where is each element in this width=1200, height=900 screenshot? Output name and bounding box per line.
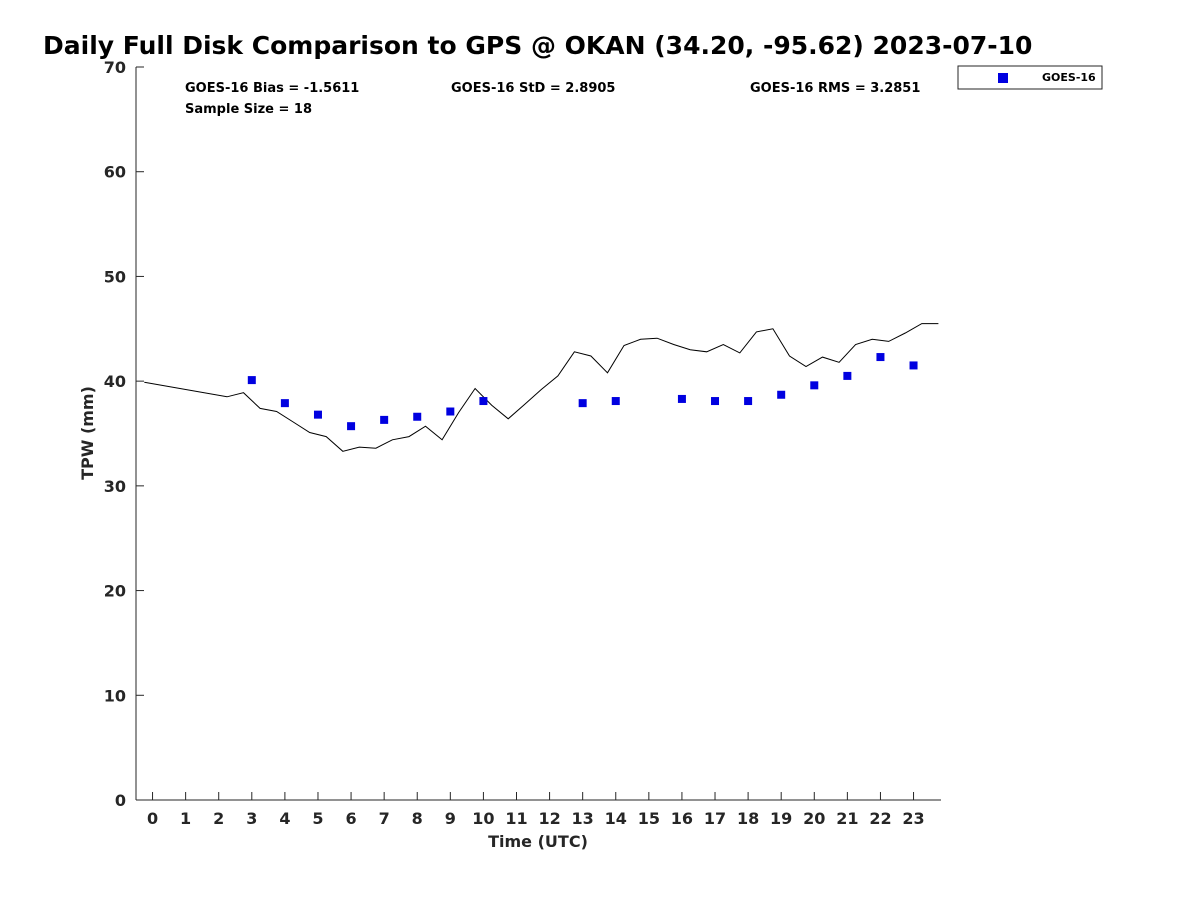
goes-16-point xyxy=(413,412,422,421)
x-tick-label: 10 xyxy=(472,809,494,828)
gps-series xyxy=(144,323,939,452)
std-stat: GOES-16 StD = 2.8905 xyxy=(451,81,615,96)
y-tick-label: 0 xyxy=(115,791,126,810)
y-tick-label: 40 xyxy=(104,372,126,391)
x-tick-label: 18 xyxy=(737,809,759,828)
gps-line xyxy=(144,323,939,452)
legend-marker-goes-16 xyxy=(998,73,1008,83)
y-tick-label: 60 xyxy=(104,163,126,182)
goes-16-point xyxy=(909,361,918,370)
goes-16-point xyxy=(479,397,488,406)
x-tick-label: 22 xyxy=(869,809,891,828)
legend: GOES-16 xyxy=(957,65,1103,90)
chart-title: Daily Full Disk Comparison to GPS @ OKAN… xyxy=(43,31,1032,60)
goes-16-point xyxy=(711,397,720,406)
axes xyxy=(135,67,941,801)
y-ticks: 0 10 20 30 40 50 60 70 xyxy=(104,58,144,810)
goes-16-point xyxy=(247,376,256,385)
goes-16-point xyxy=(347,422,356,431)
x-tick-label: 5 xyxy=(312,809,323,828)
x-axis-label: Time (UTC) xyxy=(488,832,588,851)
x-tick-label: 20 xyxy=(803,809,825,828)
goes-16-series xyxy=(247,353,918,431)
x-tick-label: 12 xyxy=(538,809,560,828)
sample-size-stat: Sample Size = 18 xyxy=(185,102,312,117)
x-tick-label: 11 xyxy=(505,809,527,828)
goes-16-point xyxy=(810,381,819,390)
legend-label-goes-16: GOES-16 xyxy=(1042,71,1096,84)
bias-stat: GOES-16 Bias = -1.5611 xyxy=(185,81,359,96)
goes-16-point xyxy=(677,394,686,403)
x-tick-label: 2 xyxy=(213,809,224,828)
x-tick-label: 19 xyxy=(770,809,792,828)
x-tick-label: 3 xyxy=(246,809,257,828)
x-tick-label: 23 xyxy=(902,809,924,828)
goes-16-point xyxy=(446,407,455,416)
x-tick-label: 6 xyxy=(345,809,356,828)
y-axis-label: TPW (mm) xyxy=(78,386,97,480)
goes-16-point xyxy=(611,397,620,406)
goes-16-point xyxy=(843,371,852,380)
x-tick-label: 15 xyxy=(638,809,660,828)
x-tick-label: 7 xyxy=(379,809,390,828)
x-tick-label: 17 xyxy=(704,809,726,828)
goes-16-point xyxy=(280,399,289,408)
x-tick-label: 8 xyxy=(412,809,423,828)
x-tick-label: 16 xyxy=(671,809,693,828)
x-tick-label: 21 xyxy=(836,809,858,828)
x-tick-label: 9 xyxy=(445,809,456,828)
goes-16-point xyxy=(380,415,389,424)
rms-stat: GOES-16 RMS = 3.2851 xyxy=(750,81,920,96)
x-tick-label: 13 xyxy=(572,809,594,828)
y-tick-label: 50 xyxy=(104,267,126,286)
goes-16-point xyxy=(313,410,322,419)
x-tick-label: 1 xyxy=(180,809,191,828)
y-tick-label: 30 xyxy=(104,477,126,496)
legend-box xyxy=(957,65,1103,90)
x-tick-label: 14 xyxy=(605,809,627,828)
goes-16-point xyxy=(578,399,587,408)
y-tick-label: 20 xyxy=(104,582,126,601)
goes-16-point xyxy=(876,353,885,362)
goes-16-point xyxy=(744,397,753,406)
x-tick-label: 0 xyxy=(147,809,158,828)
y-tick-label: 10 xyxy=(104,686,126,705)
goes-16-point xyxy=(777,390,786,399)
x-ticks: 0 1 2 3 4 5 6 7 8 9 10 11 12 13 14 15 16 17 18 19 20 21 22 23 xyxy=(147,792,925,828)
y-tick-label: 70 xyxy=(104,58,126,77)
x-tick-label: 4 xyxy=(279,809,290,828)
